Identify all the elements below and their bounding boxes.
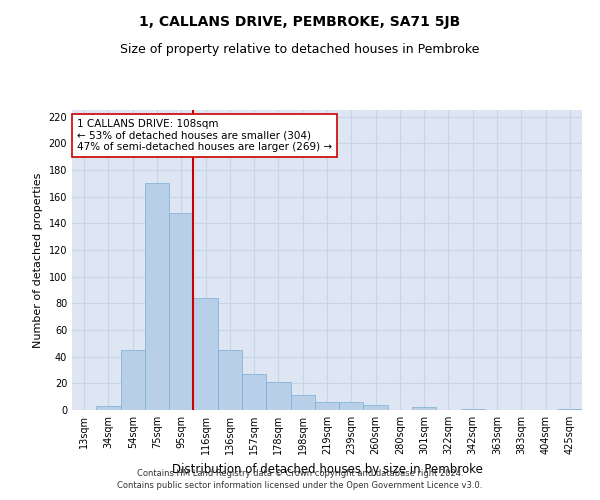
Bar bbox=[266, 382, 290, 410]
Bar bbox=[121, 350, 145, 410]
Bar bbox=[218, 350, 242, 410]
Bar bbox=[461, 408, 485, 410]
Bar bbox=[96, 406, 121, 410]
Bar bbox=[193, 298, 218, 410]
Text: 1, CALLANS DRIVE, PEMBROKE, SA71 5JB: 1, CALLANS DRIVE, PEMBROKE, SA71 5JB bbox=[139, 15, 461, 29]
Text: 1 CALLANS DRIVE: 108sqm
← 53% of detached houses are smaller (304)
47% of semi-d: 1 CALLANS DRIVE: 108sqm ← 53% of detache… bbox=[77, 119, 332, 152]
Bar bbox=[242, 374, 266, 410]
Bar bbox=[290, 396, 315, 410]
Bar bbox=[558, 408, 582, 410]
Bar bbox=[339, 402, 364, 410]
X-axis label: Distribution of detached houses by size in Pembroke: Distribution of detached houses by size … bbox=[172, 462, 482, 475]
Text: Contains HM Land Registry data © Crown copyright and database right 2024.
Contai: Contains HM Land Registry data © Crown c… bbox=[118, 468, 482, 490]
Y-axis label: Number of detached properties: Number of detached properties bbox=[33, 172, 43, 348]
Bar bbox=[145, 184, 169, 410]
Bar bbox=[412, 408, 436, 410]
Bar bbox=[364, 404, 388, 410]
Bar bbox=[315, 402, 339, 410]
Bar bbox=[169, 212, 193, 410]
Text: Size of property relative to detached houses in Pembroke: Size of property relative to detached ho… bbox=[121, 42, 479, 56]
